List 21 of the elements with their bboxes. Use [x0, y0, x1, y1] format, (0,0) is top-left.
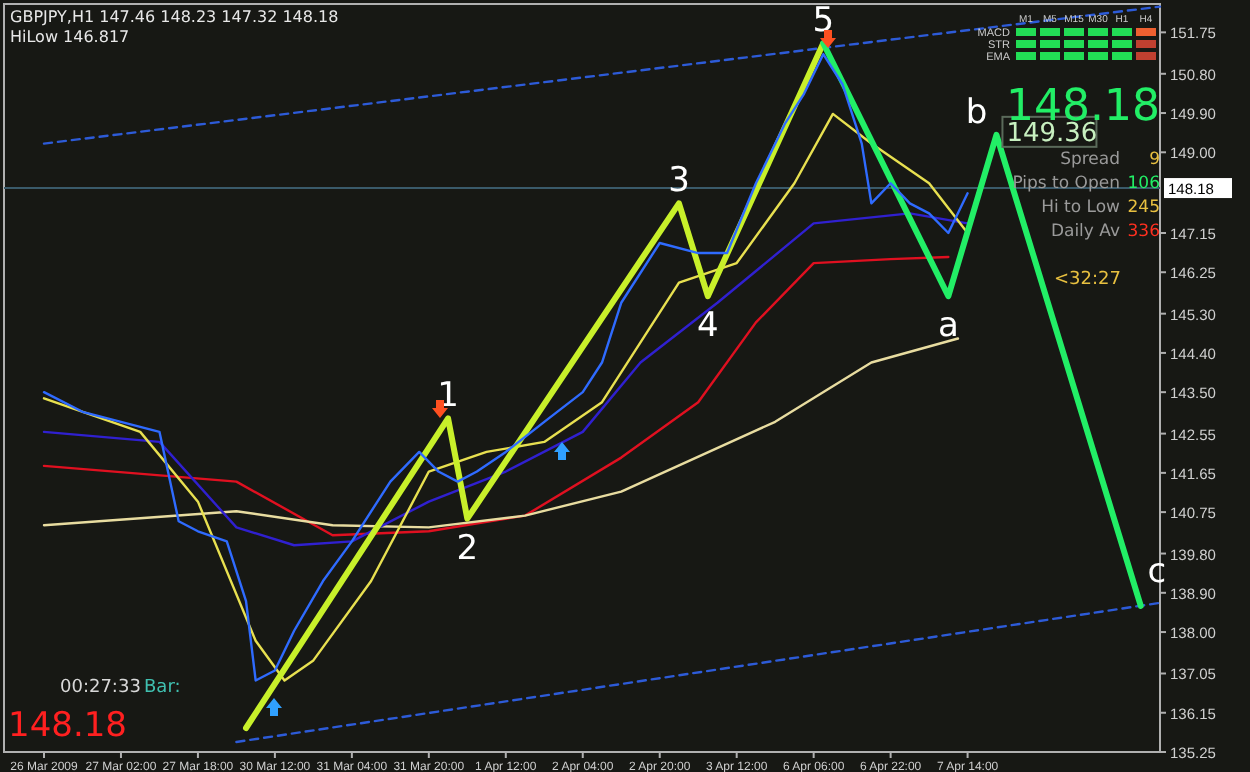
annotation: 106: [1127, 174, 1160, 194]
annotation: 149.36: [1006, 118, 1098, 149]
annotation: 9: [1149, 150, 1160, 170]
annotation: HiLow 146.817: [10, 28, 130, 46]
annotation: a: [937, 306, 959, 347]
annotation: Spread: [1060, 150, 1120, 170]
annotation: 4: [697, 306, 719, 347]
annotation: 148.18: [8, 706, 127, 746]
annotation: Daily Av: [1050, 222, 1120, 242]
annotation: GBPJPY,H1 147.46 148.23 147.32 148.18: [10, 8, 339, 26]
annotation: 5: [812, 1, 835, 42]
annotation: Bar:: [144, 678, 181, 698]
annotation: 00:27:33: [60, 678, 141, 698]
annotation: 245: [1127, 198, 1160, 218]
annotation: 336: [1127, 222, 1160, 242]
annotation: 3: [668, 161, 690, 202]
annotation: Hi to Low: [1041, 198, 1121, 218]
annotation: 2: [456, 528, 479, 569]
annotation: b: [965, 92, 988, 133]
annotation: <32:27: [1054, 270, 1121, 290]
line-series: [42, 337, 960, 529]
